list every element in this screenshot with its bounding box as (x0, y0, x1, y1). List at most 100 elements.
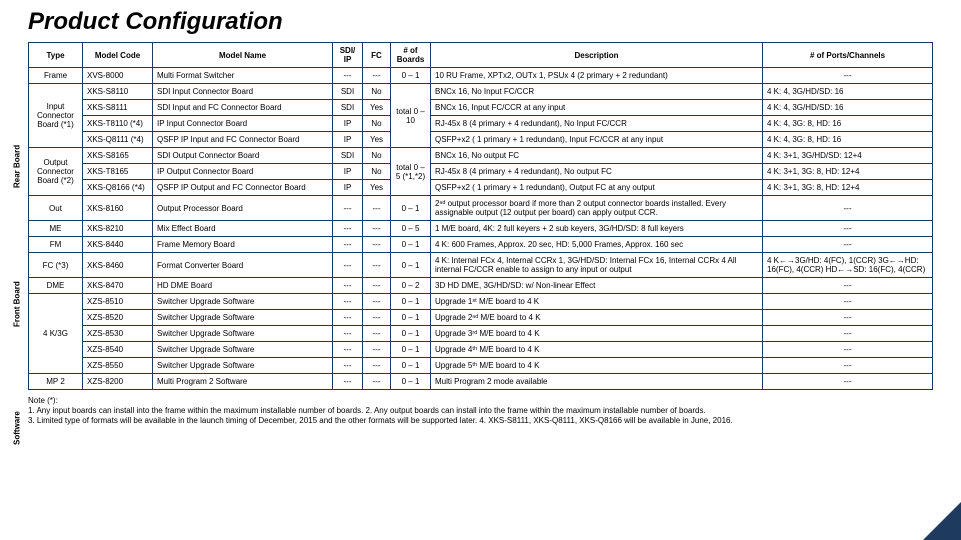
table-row: XZS-8550Switcher Upgrade Software------0… (29, 358, 933, 374)
cell-desc: Upgrade 3ʳᵈ M/E board to 4 K (431, 326, 763, 342)
cell-boards: 0 – 1 (391, 342, 431, 358)
cell-name: Output Processor Board (153, 196, 333, 221)
cell-fc: --- (363, 326, 391, 342)
cell-desc: Upgrade 1ˢᵗ M/E board to 4 K (431, 294, 763, 310)
cell-desc: RJ-45x 8 (4 primary + 4 redundant), No o… (431, 164, 763, 180)
cell-boards: 0 – 1 (391, 253, 431, 278)
cell-sdi: --- (333, 358, 363, 374)
cell-boards: 0 – 1 (391, 358, 431, 374)
cell-name: Mix Effect Board (153, 221, 333, 237)
cell-sdi: --- (333, 68, 363, 84)
cell-boards: 0 – 1 (391, 294, 431, 310)
cell-sdi: --- (333, 221, 363, 237)
cell-sdi: --- (333, 294, 363, 310)
type-frame: Frame (29, 68, 83, 84)
cell-code: XZS-8530 (83, 326, 153, 342)
th-boards: # of Boards (391, 43, 431, 68)
cell-sdi: SDI (333, 100, 363, 116)
cell-name: Switcher Upgrade Software (153, 310, 333, 326)
cell-sdi: --- (333, 326, 363, 342)
type-4k3g: 4 K/3G (29, 294, 83, 374)
cell-fc: --- (363, 358, 391, 374)
cell-fc: Yes (363, 100, 391, 116)
cell-ports: --- (763, 358, 933, 374)
table-row: OutXKS-8160Output Processor Board------0… (29, 196, 933, 221)
table-row: FC (*3)XKS-8460Format Converter Board---… (29, 253, 933, 278)
cell-name: Frame Memory Board (153, 237, 333, 253)
page: Product Configuration Rear Board Front B… (0, 0, 961, 426)
type-fcb: FC (*3) (29, 253, 83, 278)
cell-fc: Yes (363, 132, 391, 148)
cell-code: XKS-Q8111 (*4) (83, 132, 153, 148)
cell-desc: RJ-45x 8 (4 primary + 4 redundant), No I… (431, 116, 763, 132)
cell-boards: 0 – 1 (391, 310, 431, 326)
cell-code: XKS-T8165 (83, 164, 153, 180)
cell-ports: --- (763, 196, 933, 221)
table-row: XZS-8530Switcher Upgrade Software------0… (29, 326, 933, 342)
cell-code: XKS-Q8166 (*4) (83, 180, 153, 196)
cell-code: XZS-8550 (83, 358, 153, 374)
cell-fc: --- (363, 221, 391, 237)
table-row: DMEXKS-8470HD DME Board------0 – 23D HD … (29, 278, 933, 294)
table-header-row: Type Model Code Model Name SDI/ IP FC # … (29, 43, 933, 68)
cell-fc: --- (363, 310, 391, 326)
cell-sdi: IP (333, 116, 363, 132)
cell-sdi: IP (333, 132, 363, 148)
table-row: XKS-T8110 (*4)IP Input Connector BoardIP… (29, 116, 933, 132)
type-out: Out (29, 196, 83, 221)
cell-fc: --- (363, 342, 391, 358)
cell-code: XKS-8470 (83, 278, 153, 294)
cell-desc: BNCx 16, No Input FC/CCR (431, 84, 763, 100)
cell-boards: 0 – 1 (391, 326, 431, 342)
cell-desc: QSFP+x2 ( 1 primary + 1 redundant), Inpu… (431, 132, 763, 148)
cell-name: HD DME Board (153, 278, 333, 294)
corner-decoration (923, 502, 961, 540)
table-row: XZS-8520Switcher Upgrade Software------0… (29, 310, 933, 326)
table-row: Output Connector Board (*2)XKS-S8165SDI … (29, 148, 933, 164)
table-row: FMXKS-8440Frame Memory Board------0 – 14… (29, 237, 933, 253)
cell-fc: --- (363, 196, 391, 221)
cell-name: QSFP IP Output and FC Connector Board (153, 180, 333, 196)
cell-code: XKS-8210 (83, 221, 153, 237)
table-row: XKS-T8165IP Output Connector BoardIPNoRJ… (29, 164, 933, 180)
cell-sdi: --- (333, 342, 363, 358)
cell-desc: Multi Program 2 mode available (431, 374, 763, 390)
cell-name: Switcher Upgrade Software (153, 342, 333, 358)
cell-ports: 4 K: 3+1, 3G: 8, HD: 12+4 (763, 180, 933, 196)
cell-code: XKS-S8165 (83, 148, 153, 164)
cell-code: XVS-8000 (83, 68, 153, 84)
cell-sdi: --- (333, 237, 363, 253)
cell-code: XKS-8440 (83, 237, 153, 253)
cell-fc: No (363, 116, 391, 132)
cell-sdi: IP (333, 164, 363, 180)
cell-code: XKS-S8111 (83, 100, 153, 116)
cell-desc: 1 M/E board, 4K: 2 full keyers + 2 sub k… (431, 221, 763, 237)
cell-sdi: --- (333, 310, 363, 326)
cell-desc: Upgrade 4ᵗʰ M/E board to 4 K (431, 342, 763, 358)
th-desc: Description (431, 43, 763, 68)
cell-ports: --- (763, 221, 933, 237)
cell-name: SDI Output Connector Board (153, 148, 333, 164)
table-row: XZS-8540Switcher Upgrade Software------0… (29, 342, 933, 358)
cell-name: Multi Format Switcher (153, 68, 333, 84)
cell-code: XKS-8460 (83, 253, 153, 278)
table-body: FrameXVS-8000Multi Format Switcher------… (29, 68, 933, 390)
cell-fc: --- (363, 237, 391, 253)
th-type: Type (29, 43, 83, 68)
cell-boards: total 0 – 5 (*1,*2) (391, 148, 431, 196)
cell-boards: total 0 – 10 (391, 84, 431, 148)
cell-desc: QSFP+x2 ( 1 primary + 1 redundant), Outp… (431, 180, 763, 196)
th-ports: # of Ports/Channels (763, 43, 933, 68)
cell-fc: --- (363, 294, 391, 310)
cell-ports: --- (763, 294, 933, 310)
cell-code: XKS-8160 (83, 196, 153, 221)
cell-ports: --- (763, 310, 933, 326)
page-title: Product Configuration (28, 8, 933, 36)
type-out-conn: Output Connector Board (*2) (29, 148, 83, 196)
cell-ports: --- (763, 68, 933, 84)
table-row: Input Connector Board (*1)XKS-S8110SDI I… (29, 84, 933, 100)
config-table: Type Model Code Model Name SDI/ IP FC # … (28, 42, 933, 390)
side-label-software: Software (10, 378, 24, 478)
table-row: MP 2XZS-8200Multi Program 2 Software----… (29, 374, 933, 390)
cell-fc: Yes (363, 180, 391, 196)
